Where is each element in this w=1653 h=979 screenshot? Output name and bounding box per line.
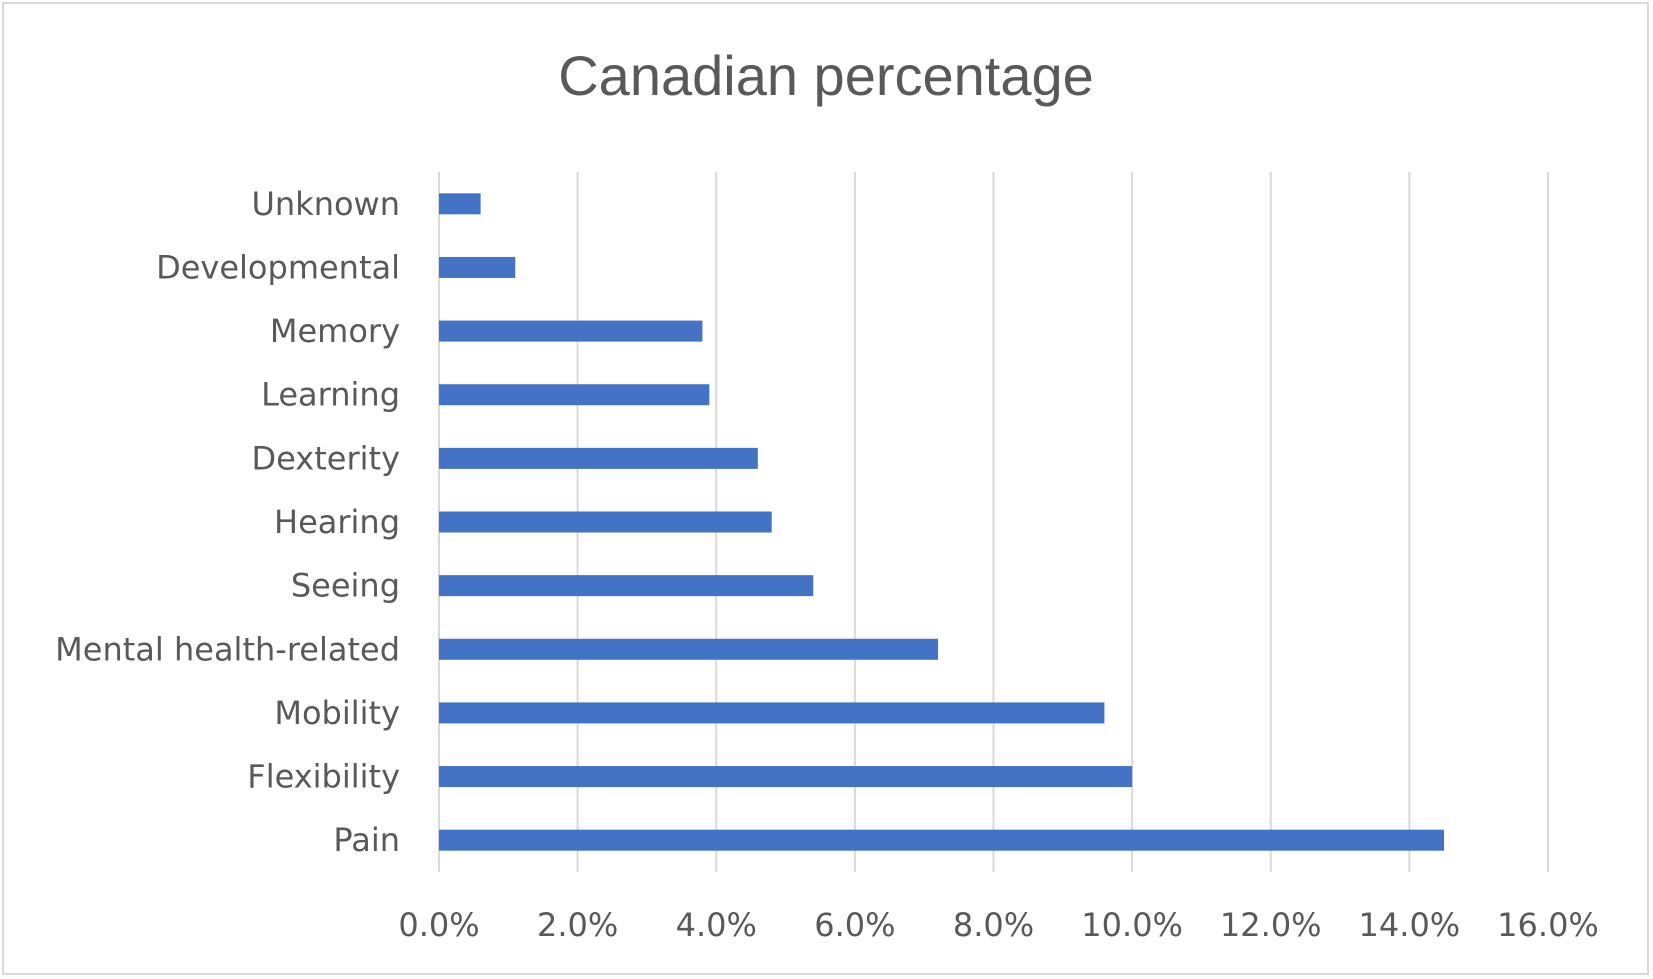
category-label: Developmental [156, 248, 400, 286]
bar [439, 766, 1133, 788]
bars [439, 193, 1445, 851]
bar [439, 447, 758, 469]
x-tick-label: 10.0% [1081, 906, 1183, 944]
bar [439, 384, 710, 406]
bar [439, 193, 481, 215]
x-tick-label: 12.0% [1220, 906, 1322, 944]
bar [439, 575, 814, 597]
category-label: Memory [270, 312, 400, 350]
x-tick-label: 0.0% [398, 906, 479, 944]
x-tick-labels: 0.0% 2.0% 4.0% 6.0% 8.0% 10.0% 12.0% 14.0% 16.0% [398, 906, 1598, 944]
category-label: Dexterity [252, 439, 400, 477]
category-label: Seeing [291, 567, 400, 605]
bar [439, 829, 1445, 851]
category-label: Mobility [274, 694, 400, 732]
x-tick-label: 16.0% [1497, 906, 1599, 944]
bar [439, 702, 1105, 724]
category-label: Learning [261, 376, 400, 414]
gridlines [438, 172, 1549, 872]
category-labels: Pain Flexibility Mobility Mental health-rel… [55, 185, 400, 859]
bar [439, 256, 516, 278]
x-tick-label: 8.0% [953, 906, 1034, 944]
category-label: Unknown [251, 185, 400, 223]
x-tick-label: 4.0% [676, 906, 757, 944]
bar [439, 638, 939, 660]
x-tick-label: 14.0% [1359, 906, 1461, 944]
bar [439, 511, 772, 533]
x-tick-label: 6.0% [814, 906, 895, 944]
x-tick-label: 2.0% [537, 906, 618, 944]
bar [439, 320, 703, 342]
category-label: Mental health-related [55, 630, 400, 668]
category-label: Hearing [274, 503, 400, 541]
chart-title: Canadian percentage [558, 44, 1094, 107]
category-label: Pain [333, 821, 400, 859]
category-label: Flexibility [247, 758, 400, 796]
